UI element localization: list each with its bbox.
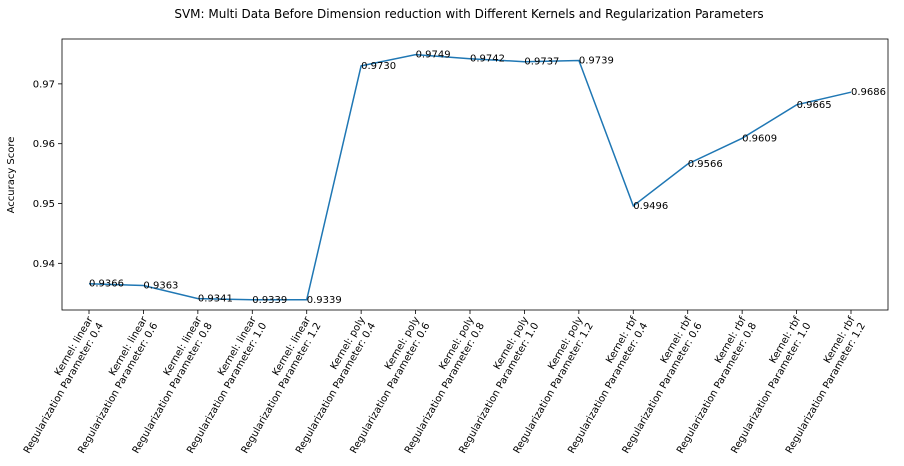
data-label: 0.9665 — [797, 100, 832, 111]
data-label: 0.9341 — [198, 294, 233, 305]
y-axis-label: Accuracy Score — [6, 137, 17, 214]
data-label: 0.9730 — [361, 61, 396, 72]
series-line — [88, 53, 852, 301]
data-labels: 0.9366 0.9363 0.9341 0.9339 0.9339 0.9730 0.97… — [89, 50, 886, 306]
chart-title: SVM: Multi Data Before Dimension reducti… — [174, 7, 763, 21]
data-label: 0.9339 — [252, 295, 287, 306]
y-tick-label: 0.94 — [33, 259, 55, 270]
data-label: 0.9366 — [89, 279, 124, 290]
data-label: 0.9496 — [633, 201, 668, 212]
data-label: 0.9742 — [470, 54, 505, 65]
data-label: 0.9566 — [688, 159, 723, 170]
data-label: 0.9363 — [143, 280, 178, 291]
y-axis: 0.94 0.95 0.96 0.97 — [33, 79, 62, 270]
data-label: 0.9609 — [742, 133, 777, 144]
data-label: 0.9686 — [851, 87, 886, 98]
y-tick-label: 0.97 — [33, 79, 55, 90]
data-label: 0.9339 — [307, 295, 342, 306]
y-tick-label: 0.95 — [33, 199, 55, 210]
data-label: 0.9749 — [416, 50, 451, 61]
x-axis: Kernel: linearRegularization Parameter: … — [22, 310, 868, 456]
y-tick-label: 0.96 — [33, 139, 55, 150]
plot-area — [61, 38, 889, 311]
data-label: 0.9739 — [579, 56, 614, 67]
data-label: 0.9737 — [524, 57, 559, 68]
